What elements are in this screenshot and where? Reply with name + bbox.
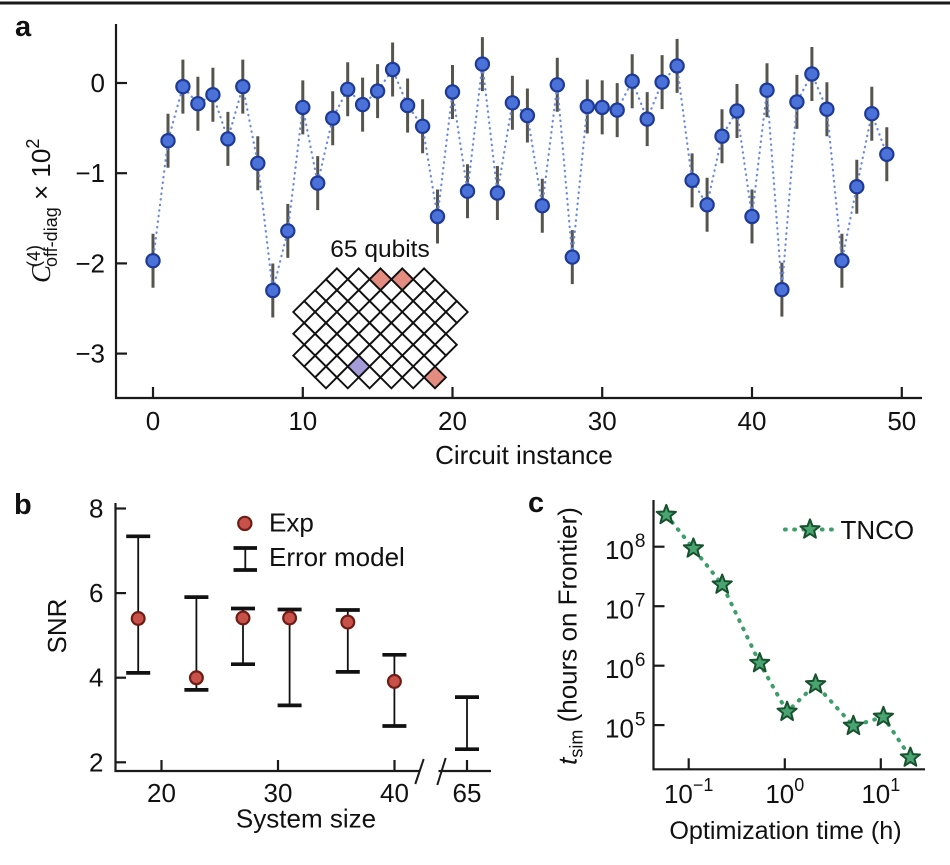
svg-text:Error model: Error model — [269, 542, 405, 572]
svg-text:40: 40 — [738, 406, 767, 436]
svg-text:0: 0 — [146, 406, 160, 436]
svg-text:−1: −1 — [75, 158, 105, 188]
svg-text:Optimization time (h): Optimization time (h) — [669, 817, 901, 845]
svg-text:30: 30 — [588, 406, 617, 436]
svg-text:C(4)off-diag× 102: C(4)off-diag× 102 — [23, 139, 61, 283]
svg-text:SNR: SNR — [42, 599, 72, 654]
svg-text:20: 20 — [147, 778, 176, 808]
svg-text:0: 0 — [91, 68, 105, 98]
svg-text:8: 8 — [89, 494, 103, 524]
svg-text:4: 4 — [89, 663, 103, 693]
svg-text:65 qubits: 65 qubits — [330, 236, 429, 263]
svg-text:TNCO: TNCO — [841, 515, 915, 545]
svg-text:2: 2 — [89, 747, 103, 777]
svg-text:−2: −2 — [75, 248, 105, 278]
svg-text:tsim (hours on Frontier): tsim (hours on Frontier) — [553, 507, 587, 765]
svg-text:b: b — [14, 489, 32, 521]
svg-text:10: 10 — [288, 406, 317, 436]
svg-text:System size: System size — [236, 804, 376, 834]
svg-text:65: 65 — [453, 778, 482, 808]
svg-text:30: 30 — [264, 778, 293, 808]
svg-text:−3: −3 — [75, 339, 105, 369]
svg-text:Exp: Exp — [269, 508, 314, 538]
svg-text:6: 6 — [89, 578, 103, 608]
svg-text:50: 50 — [887, 406, 916, 436]
svg-text:20: 20 — [438, 406, 467, 436]
svg-text:a: a — [15, 11, 32, 43]
svg-text:Circuit instance: Circuit instance — [435, 440, 613, 470]
svg-text:c: c — [528, 487, 544, 519]
svg-text:40: 40 — [380, 778, 409, 808]
